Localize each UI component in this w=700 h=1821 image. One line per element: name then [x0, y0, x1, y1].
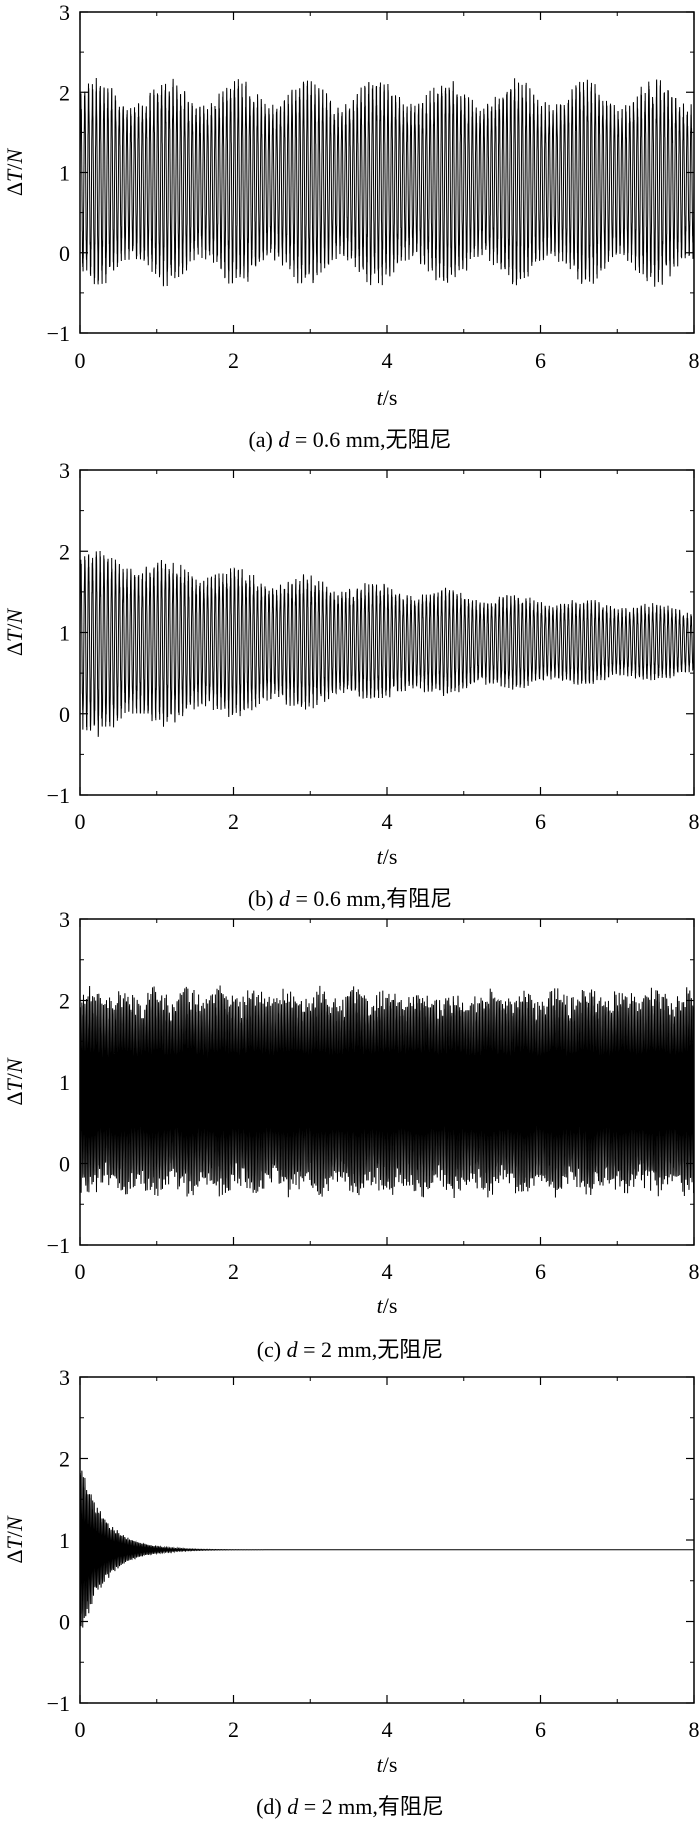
y-tick-label: 2	[59, 539, 70, 564]
y-tick-label: 2	[59, 1447, 70, 1472]
y-tick-label: 0	[59, 1152, 70, 1177]
y-tick-label: 1	[59, 1070, 70, 1095]
x-tick-label: 6	[535, 1717, 546, 1742]
y-tick-label: 1	[59, 621, 70, 646]
x-axis-label: t/s	[377, 844, 398, 869]
y-axis-label: ΔT/N	[2, 1057, 27, 1106]
y-tick-label: 3	[59, 458, 70, 483]
y-tick-label: 2	[59, 80, 70, 105]
x-tick-label: 2	[228, 348, 239, 373]
x-tick-label: 4	[382, 1717, 393, 1742]
y-axis-label: ΔT/N	[2, 148, 27, 197]
y-tick-label: 1	[59, 161, 70, 186]
y-tick-label: −1	[47, 1233, 70, 1258]
y-axis-label: ΔT/N	[2, 608, 27, 657]
x-tick-label: 0	[75, 1259, 86, 1284]
panel-caption: (d) d = 2 mm,有阻尼	[256, 1794, 444, 1819]
y-tick-label: 0	[59, 241, 70, 266]
y-tick-label: −1	[47, 1691, 70, 1716]
x-axis-label: t/s	[377, 1752, 398, 1777]
x-axis-label: t/s	[377, 1293, 398, 1318]
panel-caption: (a) d = 0.6 mm,无阻尼	[248, 427, 451, 452]
panel-caption: (c) d = 2 mm,无阻尼	[257, 1337, 444, 1362]
x-tick-label: 4	[382, 348, 393, 373]
x-tick-label: 4	[382, 809, 393, 834]
y-tick-label: 3	[59, 0, 70, 25]
x-tick-label: 0	[75, 1717, 86, 1742]
y-tick-label: −1	[47, 783, 70, 808]
x-tick-label: 8	[689, 809, 700, 834]
series-line-2-1	[80, 550, 694, 737]
x-tick-label: 6	[535, 348, 546, 373]
series-line-1-1	[80, 78, 694, 287]
x-tick-label: 0	[75, 809, 86, 834]
x-tick-label: 4	[382, 1259, 393, 1284]
plot-frame	[79, 1376, 695, 1704]
y-tick-label: 2	[59, 989, 70, 1014]
y-tick-label: 0	[59, 702, 70, 727]
x-tick-label: 2	[228, 1259, 239, 1284]
y-tick-label: 3	[59, 1365, 70, 1390]
series-line-3-1	[80, 985, 694, 1198]
x-tick-label: 6	[535, 1259, 546, 1284]
panel-caption: (b) d = 0.6 mm,有阻尼	[248, 886, 452, 911]
x-tick-label: 2	[228, 1717, 239, 1742]
x-tick-label: 6	[535, 809, 546, 834]
y-tick-label: 3	[59, 907, 70, 932]
y-tick-label: 1	[59, 1528, 70, 1553]
x-axis-label: t/s	[377, 385, 398, 410]
x-tick-label: 2	[228, 809, 239, 834]
x-tick-label: 8	[689, 1259, 700, 1284]
y-tick-label: −1	[47, 321, 70, 346]
y-tick-label: 0	[59, 1610, 70, 1635]
x-tick-label: 8	[689, 348, 700, 373]
x-tick-label: 8	[689, 1717, 700, 1742]
x-tick-label: 0	[75, 348, 86, 373]
y-axis-label: ΔT/N	[2, 1515, 27, 1564]
series-line-4-1	[80, 1470, 694, 1628]
